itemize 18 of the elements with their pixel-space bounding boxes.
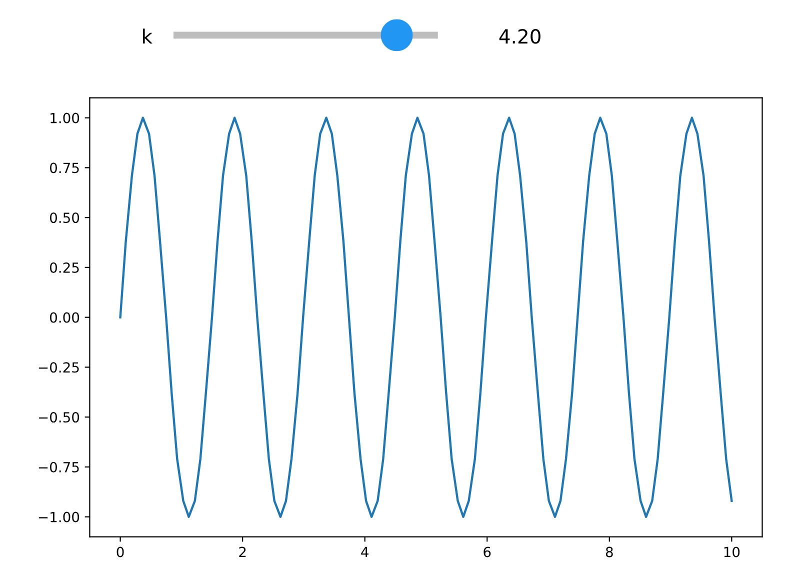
y-tick-label: 0.75 xyxy=(50,162,79,174)
x-tick-label: 2 xyxy=(239,546,246,558)
x-tick-label: 4 xyxy=(361,546,368,558)
x-tick-label: 10 xyxy=(724,546,740,558)
x-tick-label: 6 xyxy=(484,546,491,558)
x-tick-label: 8 xyxy=(606,546,613,558)
y-tick-label: 0.50 xyxy=(50,212,80,224)
y-tick-label: −1.00 xyxy=(38,512,80,522)
y-tick-label: 0.25 xyxy=(50,262,79,273)
y-tick-label: −0.75 xyxy=(38,462,79,472)
x-tick-label: 0 xyxy=(116,546,124,558)
y-tick-label: 0.00 xyxy=(50,312,80,323)
text: 4.20 xyxy=(499,29,540,44)
y-tick-label: −0.25 xyxy=(38,362,79,373)
y-tick-label: −0.50 xyxy=(38,412,80,423)
line-series xyxy=(119,116,733,518)
text: k xyxy=(143,28,152,44)
y-tick-label: 1.00 xyxy=(50,112,80,124)
